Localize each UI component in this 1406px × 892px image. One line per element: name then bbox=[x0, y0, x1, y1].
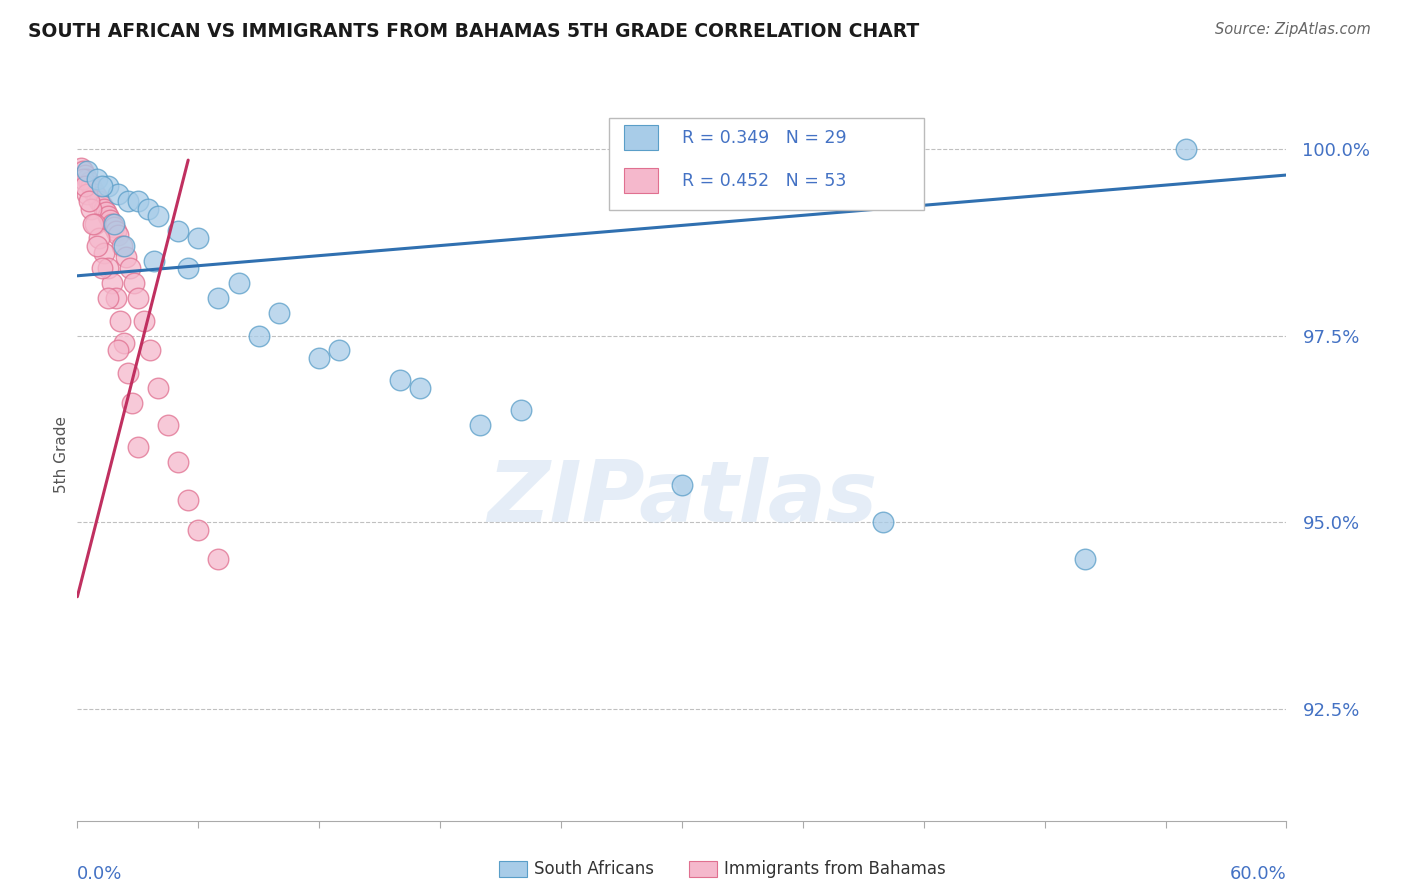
Point bbox=[82, 183, 104, 197]
Point bbox=[207, 552, 229, 566]
Text: Immigrants from Bahamas: Immigrants from Bahamas bbox=[724, 860, 946, 878]
Point bbox=[103, 220, 125, 235]
Text: ZIPatlas: ZIPatlas bbox=[486, 458, 877, 541]
Point bbox=[177, 492, 200, 507]
Point bbox=[107, 186, 129, 201]
Text: R = 0.349   N = 29: R = 0.349 N = 29 bbox=[682, 128, 846, 146]
Point bbox=[75, 168, 97, 182]
Point bbox=[139, 343, 162, 358]
Point bbox=[70, 161, 93, 175]
Point bbox=[96, 179, 118, 194]
Point bbox=[90, 198, 112, 212]
Point bbox=[1074, 552, 1097, 566]
Point bbox=[96, 209, 118, 223]
Text: 60.0%: 60.0% bbox=[1230, 864, 1286, 882]
Point bbox=[112, 239, 135, 253]
Point bbox=[388, 373, 411, 387]
Point bbox=[89, 231, 111, 245]
Point bbox=[72, 164, 94, 178]
Y-axis label: 5th Grade: 5th Grade bbox=[53, 417, 69, 493]
Point bbox=[76, 171, 98, 186]
FancyBboxPatch shape bbox=[609, 119, 924, 210]
Text: SOUTH AFRICAN VS IMMIGRANTS FROM BAHAMAS 5TH GRADE CORRELATION CHART: SOUTH AFRICAN VS IMMIGRANTS FROM BAHAMAS… bbox=[28, 22, 920, 41]
Point bbox=[127, 291, 149, 305]
Text: Source: ZipAtlas.com: Source: ZipAtlas.com bbox=[1215, 22, 1371, 37]
Point bbox=[79, 176, 101, 190]
Point bbox=[207, 291, 229, 305]
Point bbox=[177, 261, 200, 276]
Point bbox=[132, 313, 155, 327]
Point bbox=[328, 343, 350, 358]
Point bbox=[104, 224, 127, 238]
Point bbox=[96, 291, 118, 305]
Point bbox=[84, 186, 107, 201]
Point bbox=[82, 217, 104, 231]
Point bbox=[93, 202, 115, 216]
Point bbox=[100, 217, 122, 231]
Point bbox=[1174, 142, 1197, 156]
Point bbox=[98, 212, 121, 227]
Point bbox=[146, 209, 169, 223]
Point bbox=[308, 351, 330, 365]
Point bbox=[228, 277, 250, 291]
Point bbox=[409, 381, 432, 395]
Point bbox=[107, 227, 129, 242]
Point bbox=[167, 224, 190, 238]
Point bbox=[671, 477, 693, 491]
Point bbox=[80, 202, 103, 216]
Point bbox=[94, 205, 117, 219]
Point bbox=[267, 306, 290, 320]
Point bbox=[122, 277, 145, 291]
Point bbox=[146, 381, 169, 395]
Point bbox=[86, 239, 108, 253]
Point bbox=[117, 366, 139, 380]
Point bbox=[117, 194, 139, 209]
Point bbox=[108, 313, 131, 327]
Point bbox=[104, 291, 127, 305]
Text: South Africans: South Africans bbox=[534, 860, 654, 878]
Point bbox=[76, 186, 98, 201]
Point bbox=[103, 217, 125, 231]
Point bbox=[142, 253, 165, 268]
Point bbox=[167, 455, 190, 469]
Point bbox=[72, 171, 94, 186]
Point bbox=[86, 171, 108, 186]
Point bbox=[187, 231, 209, 245]
Point bbox=[89, 194, 111, 209]
Text: 0.0%: 0.0% bbox=[77, 864, 122, 882]
Text: R = 0.452   N = 53: R = 0.452 N = 53 bbox=[682, 171, 846, 190]
Point bbox=[114, 250, 136, 264]
Point bbox=[84, 217, 107, 231]
Point bbox=[118, 261, 141, 276]
Point bbox=[96, 261, 118, 276]
Point bbox=[90, 261, 112, 276]
Point bbox=[86, 190, 108, 204]
Point bbox=[93, 246, 115, 260]
Point bbox=[112, 335, 135, 350]
Point bbox=[111, 239, 134, 253]
FancyBboxPatch shape bbox=[624, 168, 658, 194]
Point bbox=[127, 441, 149, 455]
Point bbox=[121, 395, 143, 409]
Point bbox=[90, 179, 112, 194]
Point bbox=[136, 202, 159, 216]
Point bbox=[80, 179, 103, 194]
Point bbox=[75, 179, 97, 194]
Point bbox=[187, 523, 209, 537]
Point bbox=[247, 328, 270, 343]
Point bbox=[76, 164, 98, 178]
Point bbox=[100, 277, 122, 291]
Point bbox=[157, 418, 180, 433]
Point bbox=[872, 515, 894, 529]
Point bbox=[127, 194, 149, 209]
Point bbox=[509, 403, 531, 417]
FancyBboxPatch shape bbox=[624, 125, 658, 151]
Point bbox=[470, 418, 492, 433]
Point bbox=[107, 343, 129, 358]
Point bbox=[79, 194, 101, 209]
